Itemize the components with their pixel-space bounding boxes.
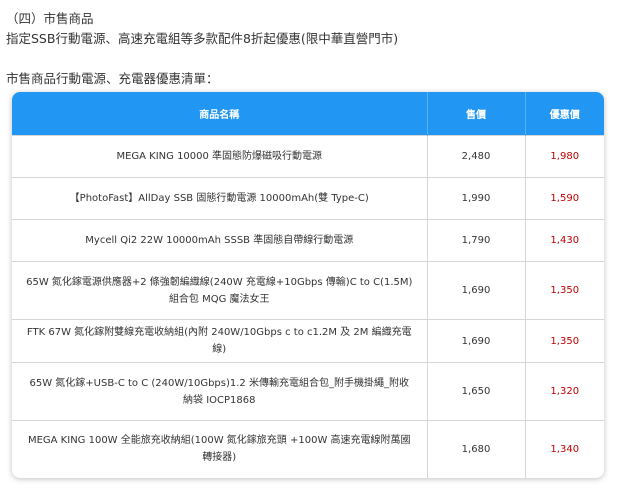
table-row: 65W 氮化鎵+USB-C to C (240W/10Gbps)1.2 米傳輸充…: [12, 362, 604, 421]
table-row: Mycell Qi2 22W 10000mAh SSSB 準固態自帶線行動電源 1…: [12, 219, 604, 262]
table-row: 65W 氮化鎵電源供應器+2 條強韌編織線(240W 充電線+10Gbps 傳輸…: [12, 261, 604, 320]
product-discount: 1,340: [524, 420, 604, 478]
table-row: MEGA KING 10000 準固態防爆磁吸行動電源 2,480 1,980: [12, 135, 604, 178]
product-discount: 1,320: [524, 362, 604, 421]
product-discount: 1,590: [524, 177, 604, 220]
product-name: MEGA KING 100W 全能旅充收納組(100W 氮化鎵旅充頭 +100W…: [12, 420, 427, 478]
table-row: MEGA KING 100W 全能旅充收納組(100W 氮化鎵旅充頭 +100W…: [12, 420, 604, 478]
list-title: 市售商品行動電源、充電器優惠清單：: [6, 71, 219, 86]
section-title: （四）市售商品: [6, 11, 94, 26]
product-price: 1,650: [426, 362, 525, 421]
table-row: 【PhotoFast】AllDay SSB 固態行動電源 10000mAh(雙 …: [12, 177, 604, 220]
product-price: 1,690: [426, 319, 525, 363]
product-discount: 1,350: [524, 261, 604, 320]
header-price: 售價: [426, 92, 525, 136]
product-price: 1,990: [426, 177, 525, 220]
table-header: 商品名稱 售價 優惠價: [12, 92, 604, 136]
table-row: FTK 67W 氮化鎵附雙線充電收納組(內附 240W/10Gbps c to …: [12, 319, 604, 363]
product-discount: 1,350: [524, 319, 604, 363]
header-name: 商品名稱: [12, 92, 427, 136]
product-price: 1,680: [426, 420, 525, 478]
product-name: FTK 67W 氮化鎵附雙線充電收納組(內附 240W/10Gbps c to …: [12, 319, 427, 363]
product-name: Mycell Qi2 22W 10000mAh SSSB 準固態自帶線行動電源: [12, 219, 427, 262]
product-name: MEGA KING 10000 準固態防爆磁吸行動電源: [12, 135, 427, 178]
product-name: 【PhotoFast】AllDay SSB 固態行動電源 10000mAh(雙 …: [12, 177, 427, 220]
product-price: 1,790: [426, 219, 525, 262]
price-table: 商品名稱 售價 優惠價 MEGA KING 10000 準固態防爆磁吸行動電源 2…: [12, 92, 604, 478]
promo-text: 指定SSB行動電源、高速充電組等多款配件8折起優惠(限中華直營門市): [6, 31, 399, 46]
product-price: 1,690: [426, 261, 525, 320]
product-name: 65W 氮化鎵電源供應器+2 條強韌編織線(240W 充電線+10Gbps 傳輸…: [12, 261, 427, 320]
product-price: 2,480: [426, 135, 525, 178]
product-discount: 1,430: [524, 219, 604, 262]
product-name: 65W 氮化鎵+USB-C to C (240W/10Gbps)1.2 米傳輸充…: [12, 362, 427, 421]
header-discount: 優惠價: [524, 92, 604, 136]
product-discount: 1,980: [524, 135, 604, 178]
